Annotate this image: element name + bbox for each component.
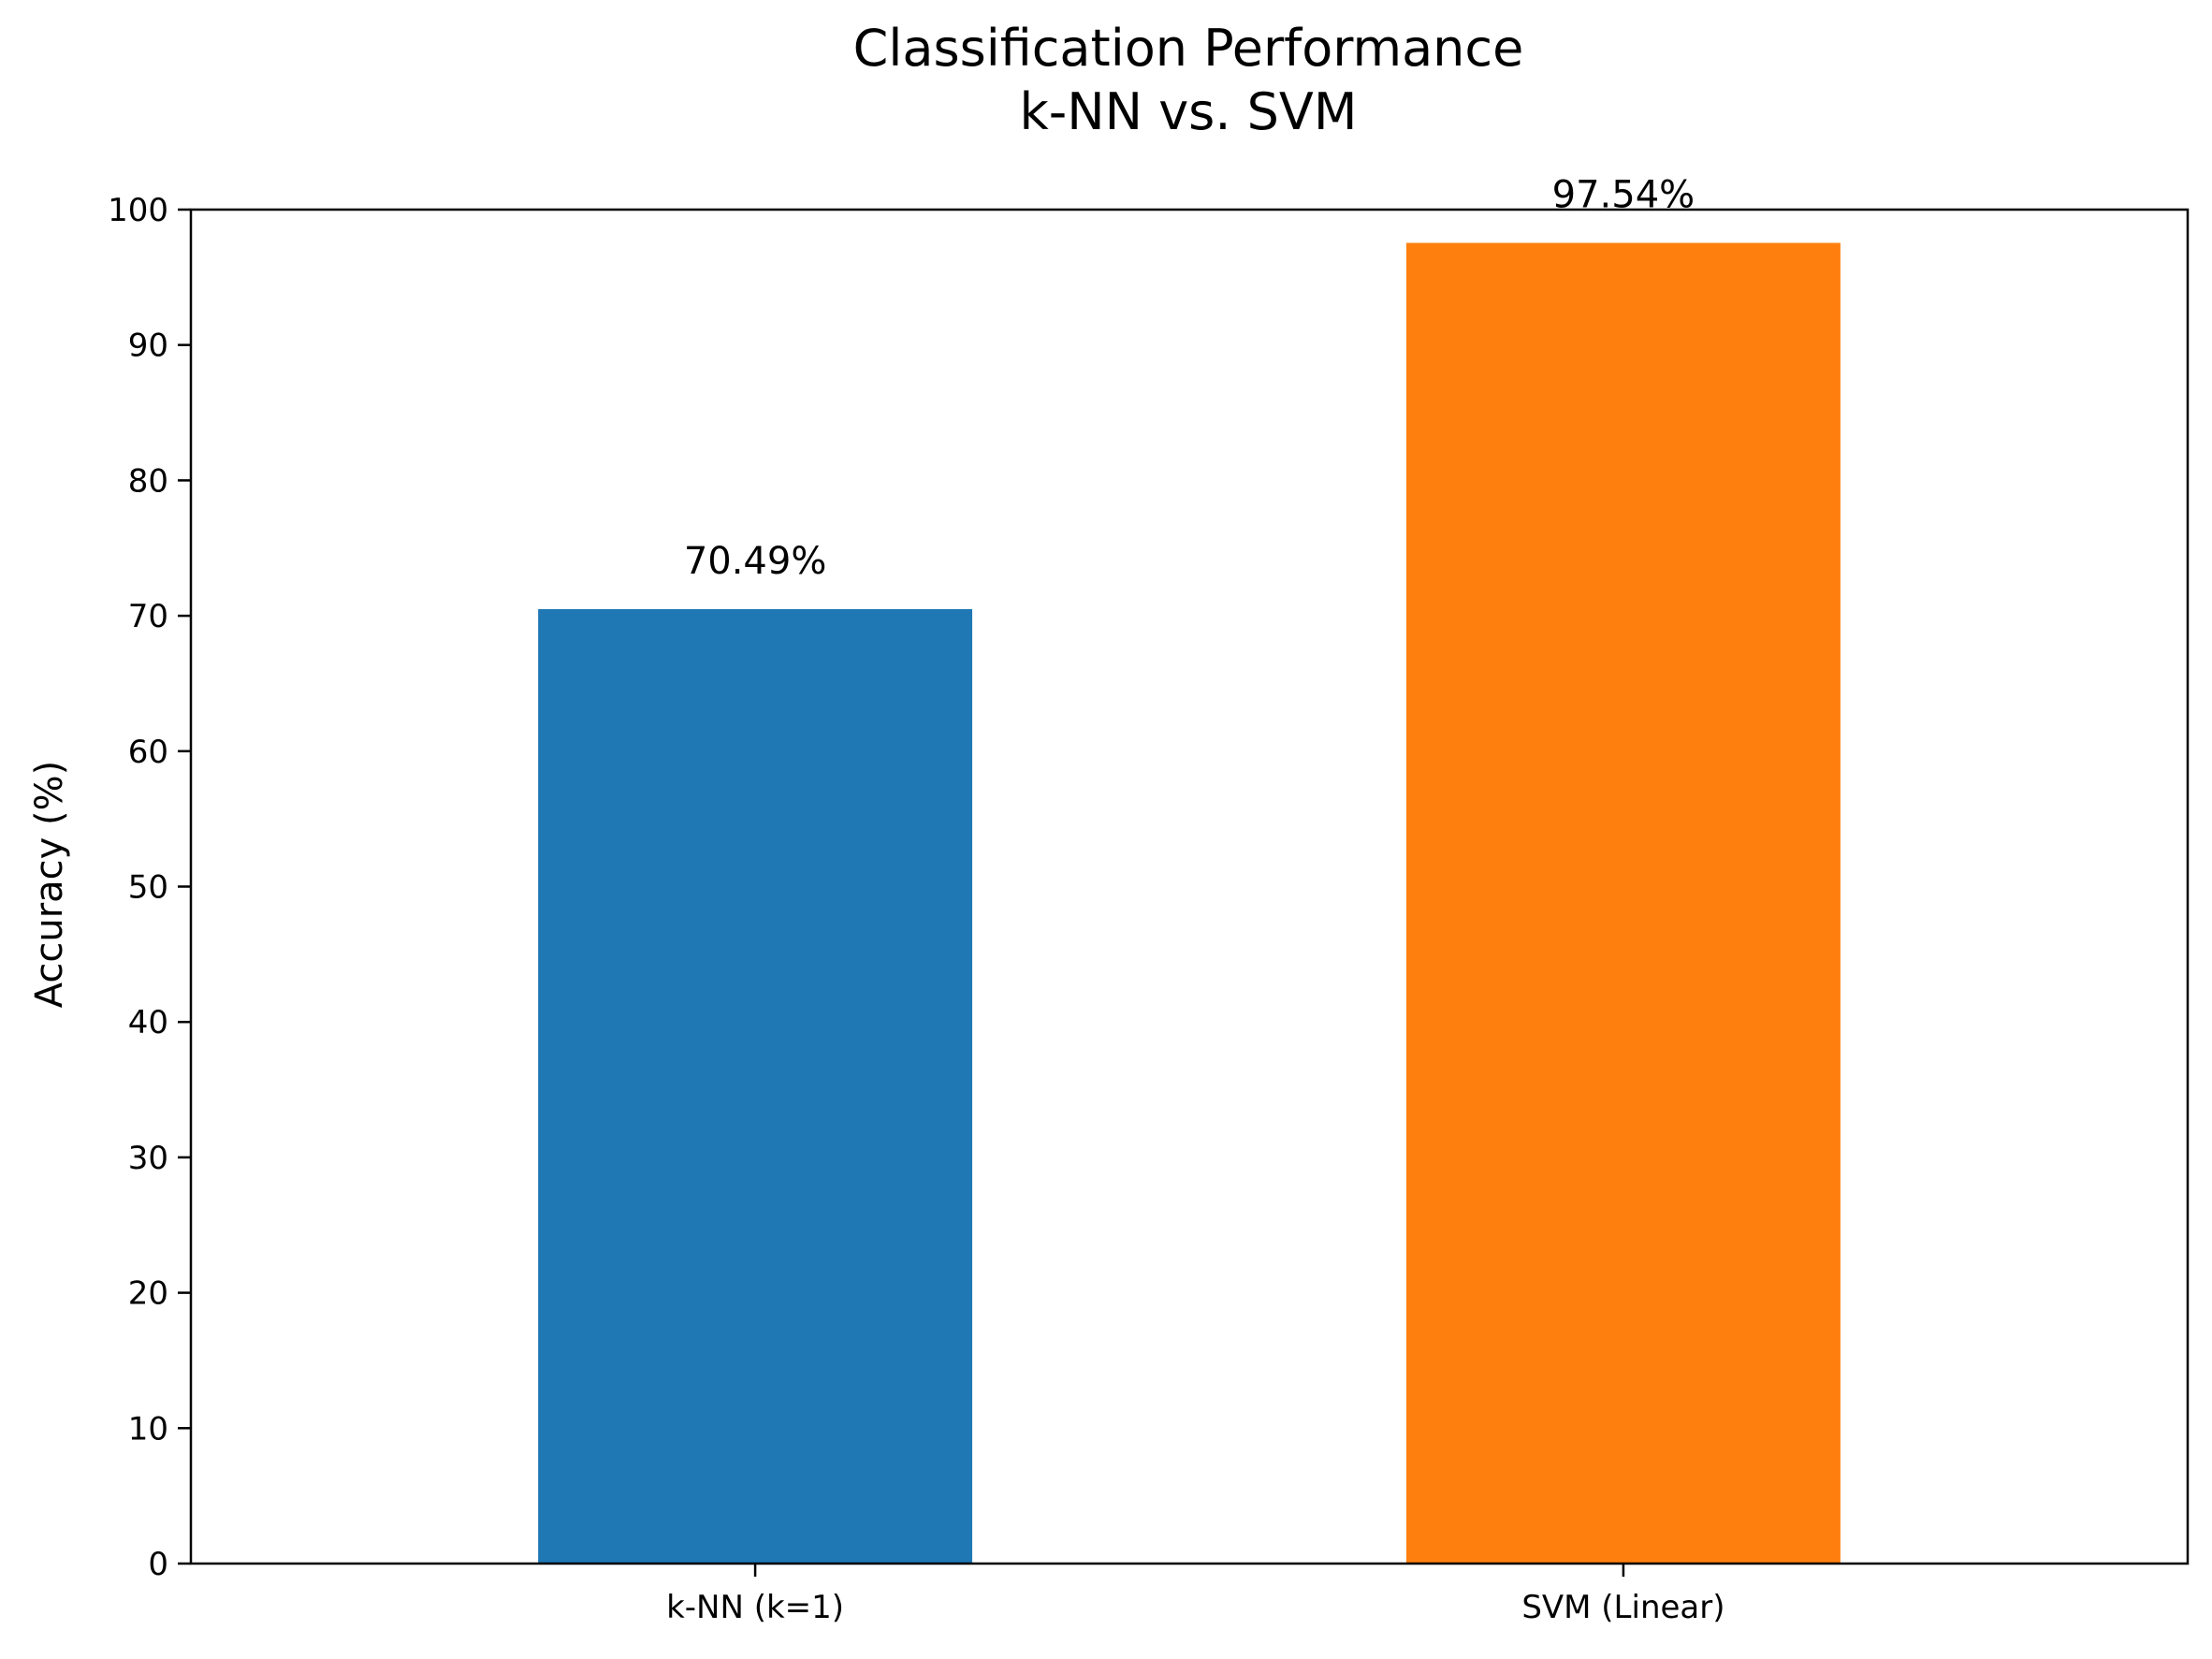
y-tick-label: 20 [128,1275,168,1313]
y-tick-label: 60 [128,734,168,771]
bar-0 [538,609,973,1564]
x-tick-label: SVM (Linear) [1521,1589,1724,1626]
y-tick-label: 0 [148,1546,168,1583]
data-labels-group: 70.49%97.54% [684,174,1695,583]
y-tick-label: 70 [128,598,168,635]
y-tick-label: 80 [128,462,168,500]
y-axis: 0 10 20 30 40 50 60 70 80 90 100 [108,192,191,1583]
y-tick-label: 50 [128,869,168,907]
data-label-0: 70.49% [684,540,827,583]
y-tick-label: 90 [128,327,168,365]
y-tick-label: 10 [128,1410,168,1448]
y-axis-label: Accuracy (%) [28,761,71,1009]
x-axis: k-NN (k=1) SVM (Linear) [666,1564,1725,1626]
plot-frame [189,208,2190,1565]
x-tick-label: k-NN (k=1) [666,1589,844,1626]
bar-1 [1405,242,1841,1564]
y-tick-label: 30 [128,1140,168,1177]
chart-title-line-2: k-NN vs. SVM [1020,82,1358,141]
chart-title: Classification Performance k-NN vs. SVM [853,19,1524,141]
y-tick-label: 100 [108,192,168,229]
chart-title-line-1: Classification Performance [853,19,1524,78]
y-tick-label: 40 [128,1004,168,1041]
bars-group [538,242,1841,1564]
